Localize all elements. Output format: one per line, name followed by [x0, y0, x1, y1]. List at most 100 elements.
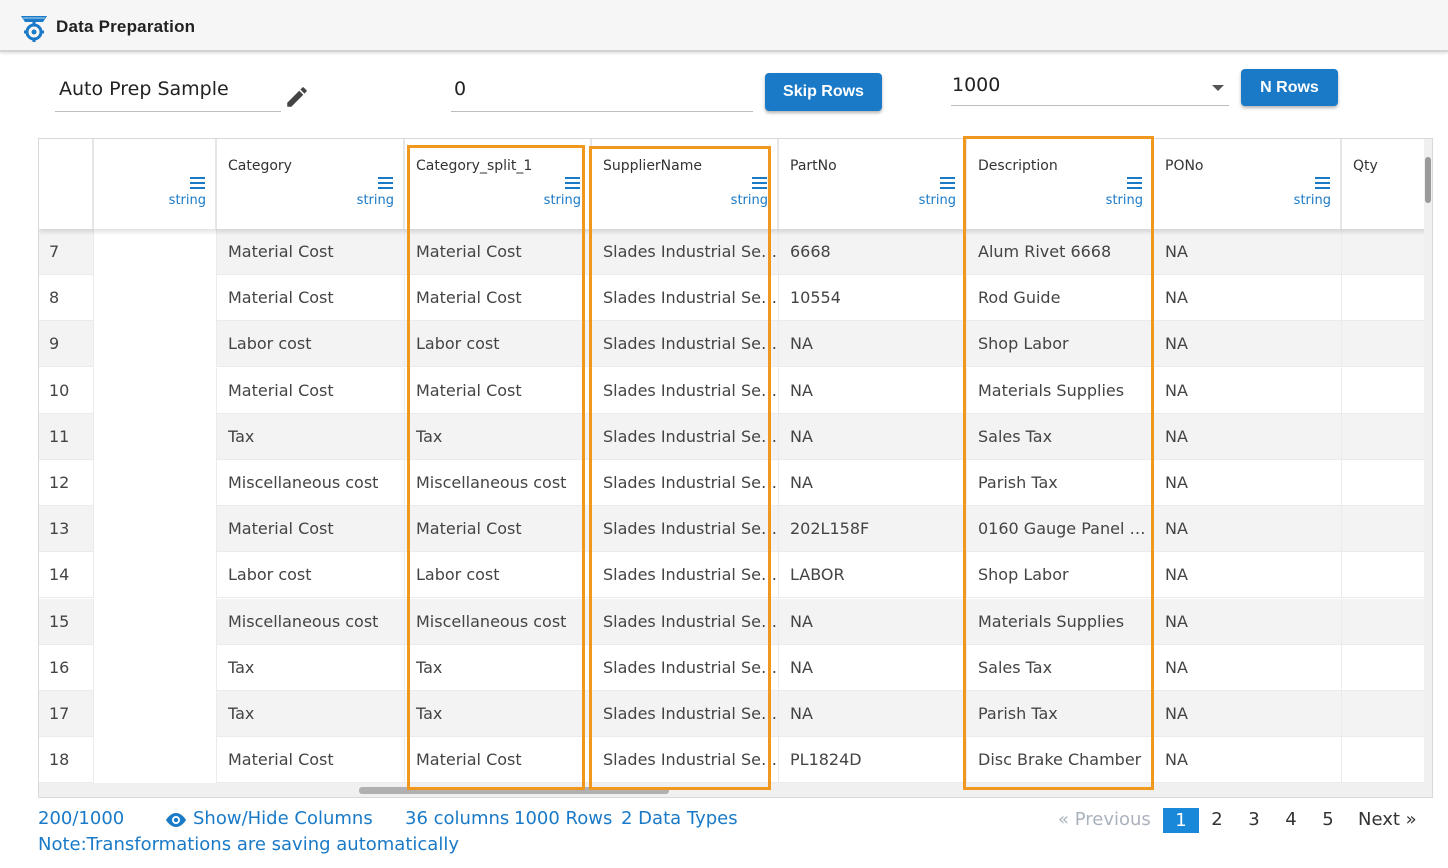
- table-cell[interactable]: [94, 598, 217, 645]
- column-menu-icon[interactable]: [752, 177, 767, 189]
- column-menu-icon[interactable]: [565, 177, 580, 189]
- table-cell[interactable]: Sales Tax: [967, 413, 1154, 460]
- table-cell[interactable]: Material Cost: [217, 275, 405, 322]
- table-cell[interactable]: Slades Industrial Services: [592, 506, 779, 553]
- table-cell[interactable]: Material Cost: [405, 367, 592, 414]
- table-cell[interactable]: 0160 Gauge Panel Assembly: [967, 506, 1154, 553]
- table-cell[interactable]: Material Cost: [405, 229, 592, 275]
- edit-pencil-icon[interactable]: [284, 84, 310, 110]
- table-cell[interactable]: Labor cost: [217, 321, 405, 368]
- table-cell[interactable]: NA: [1154, 460, 1342, 506]
- table-cell[interactable]: [1342, 691, 1432, 737]
- table-cell[interactable]: Materials Supplies: [967, 367, 1154, 414]
- table-cell[interactable]: Tax: [405, 644, 592, 691]
- row-index-cell[interactable]: 8: [39, 275, 94, 322]
- column-header[interactable]: [39, 139, 94, 229]
- table-cell[interactable]: Labor cost: [217, 552, 405, 599]
- table-cell[interactable]: NA: [779, 460, 967, 506]
- column-header[interactable]: Description string: [967, 139, 1154, 229]
- table-cell[interactable]: Material Cost: [405, 737, 592, 784]
- table-cell[interactable]: 10554: [779, 275, 967, 322]
- table-cell[interactable]: [1342, 460, 1432, 506]
- table-cell[interactable]: [1342, 367, 1432, 414]
- table-cell[interactable]: [94, 413, 217, 460]
- table-row[interactable]: 18 Material Cost Material Cost Slades Indus…: [39, 737, 1432, 784]
- row-index-cell[interactable]: 11: [39, 413, 94, 460]
- skip-rows-field[interactable]: [451, 75, 753, 112]
- table-cell[interactable]: Parish Tax: [967, 460, 1154, 506]
- table-cell[interactable]: Slades Industrial Services: [592, 737, 779, 784]
- sample-name-field[interactable]: [55, 75, 281, 112]
- table-cell[interactable]: [1342, 598, 1432, 645]
- vertical-scroll-thumb[interactable]: [1425, 157, 1431, 203]
- columns-count-link[interactable]: 36 columns: [405, 808, 510, 829]
- table-row[interactable]: 12 Miscellaneous cost Miscellaneous cost Sl…: [39, 460, 1432, 506]
- eye-icon[interactable]: [164, 812, 188, 828]
- column-header[interactable]: string: [94, 139, 217, 229]
- table-cell[interactable]: Slades Industrial Services: [592, 275, 779, 322]
- table-cell[interactable]: [1342, 275, 1432, 322]
- table-cell[interactable]: NA: [1154, 229, 1342, 275]
- table-cell[interactable]: NA: [1154, 598, 1342, 645]
- show-hide-columns-link[interactable]: Show/Hide Columns: [193, 808, 373, 829]
- table-cell[interactable]: [94, 460, 217, 506]
- table-cell[interactable]: [94, 691, 217, 737]
- table-cell[interactable]: Material Cost: [405, 506, 592, 553]
- table-cell[interactable]: [94, 644, 217, 691]
- n-rows-select[interactable]: 1000: [951, 71, 1229, 106]
- table-row[interactable]: 7 Material Cost Material Cost Slades Indust…: [39, 229, 1432, 275]
- table-cell[interactable]: NA: [1154, 691, 1342, 737]
- table-cell[interactable]: Slades Industrial Services: [592, 691, 779, 737]
- table-cell[interactable]: Slades Industrial Services: [592, 460, 779, 506]
- row-index-cell[interactable]: 13: [39, 506, 94, 553]
- table-cell[interactable]: Disc Brake Chamber: [967, 737, 1154, 784]
- table-cell[interactable]: [94, 321, 217, 368]
- column-header[interactable]: SupplierName string: [592, 139, 779, 229]
- table-cell[interactable]: [94, 737, 217, 784]
- table-cell[interactable]: Parish Tax: [967, 691, 1154, 737]
- table-cell[interactable]: NA: [1154, 737, 1342, 784]
- column-header[interactable]: PONo string: [1154, 139, 1342, 229]
- table-cell[interactable]: Materials Supplies: [967, 598, 1154, 645]
- table-cell[interactable]: Slades Industrial Services: [592, 229, 779, 275]
- column-header[interactable]: Category string: [217, 139, 405, 229]
- horizontal-scrollbar[interactable]: [39, 783, 1432, 797]
- table-cell[interactable]: [94, 367, 217, 414]
- table-cell[interactable]: Miscellaneous cost: [405, 598, 592, 645]
- table-row[interactable]: 13 Material Cost Material Cost Slades Indus…: [39, 506, 1432, 553]
- chevron-down-icon[interactable]: [1212, 85, 1224, 91]
- row-index-cell[interactable]: 16: [39, 644, 94, 691]
- row-index-cell[interactable]: 12: [39, 460, 94, 506]
- table-cell[interactable]: Alum Rivet 6668: [967, 229, 1154, 275]
- table-cell[interactable]: [94, 506, 217, 553]
- table-cell[interactable]: NA: [1154, 506, 1342, 553]
- table-cell[interactable]: [1342, 552, 1432, 599]
- rows-count-link[interactable]: 1000 Rows: [514, 808, 613, 829]
- column-menu-icon[interactable]: [1315, 177, 1330, 189]
- table-cell[interactable]: Shop Labor: [967, 321, 1154, 368]
- table-cell[interactable]: LABOR: [779, 552, 967, 599]
- skip-rows-input[interactable]: [454, 78, 753, 100]
- n-rows-button[interactable]: N Rows: [1241, 69, 1338, 106]
- table-cell[interactable]: Miscellaneous cost: [405, 460, 592, 506]
- table-cell[interactable]: Material Cost: [405, 275, 592, 322]
- table-cell[interactable]: NA: [779, 367, 967, 414]
- data-types-link[interactable]: 2 Data Types: [621, 808, 738, 829]
- table-cell[interactable]: Slades Industrial Services: [592, 367, 779, 414]
- table-cell[interactable]: Sales Tax: [967, 644, 1154, 691]
- table-cell[interactable]: Tax: [217, 691, 405, 737]
- table-row[interactable]: 8 Material Cost Material Cost Slades Indust…: [39, 275, 1432, 322]
- table-row[interactable]: 9 Labor cost Labor cost Slades Industrial S…: [39, 321, 1432, 368]
- table-cell[interactable]: Slades Industrial Services: [592, 552, 779, 599]
- table-cell[interactable]: 202L158F: [779, 506, 967, 553]
- column-header[interactable]: PartNo string: [779, 139, 967, 229]
- column-header[interactable]: Qty: [1342, 139, 1432, 229]
- table-cell[interactable]: Miscellaneous cost: [217, 598, 405, 645]
- row-index-cell[interactable]: 15: [39, 598, 94, 645]
- pager-previous[interactable]: « Previous: [1058, 809, 1151, 830]
- column-menu-icon[interactable]: [940, 177, 955, 189]
- table-cell[interactable]: Material Cost: [217, 506, 405, 553]
- row-index-cell[interactable]: 17: [39, 691, 94, 737]
